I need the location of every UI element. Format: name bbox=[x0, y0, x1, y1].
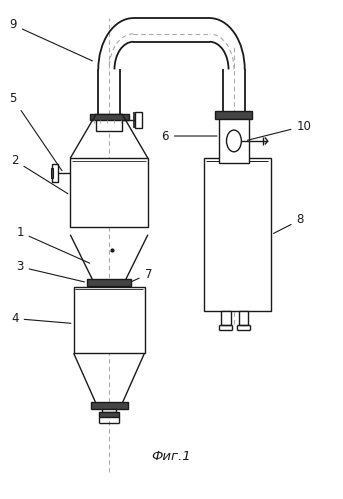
Text: 10: 10 bbox=[247, 120, 311, 140]
Bar bbox=[74, 286, 144, 353]
Bar bbox=[90, 114, 129, 120]
Bar bbox=[203, 158, 271, 311]
Bar bbox=[51, 168, 53, 178]
Circle shape bbox=[226, 130, 241, 152]
Text: 4: 4 bbox=[11, 312, 71, 325]
Text: 6: 6 bbox=[161, 130, 217, 143]
Text: 9: 9 bbox=[10, 18, 92, 61]
Bar bbox=[219, 119, 249, 163]
Text: 2: 2 bbox=[11, 154, 68, 194]
Bar bbox=[96, 114, 122, 131]
Bar bbox=[87, 279, 131, 286]
Bar bbox=[221, 311, 230, 325]
Text: 8: 8 bbox=[273, 214, 304, 234]
Bar bbox=[135, 112, 142, 128]
Text: Фиг.1: Фиг.1 bbox=[152, 450, 191, 463]
Text: 7: 7 bbox=[132, 267, 152, 281]
Bar bbox=[99, 412, 119, 417]
Bar bbox=[52, 164, 58, 182]
Bar bbox=[91, 403, 128, 409]
Text: 5: 5 bbox=[10, 92, 62, 171]
Text: 1: 1 bbox=[16, 226, 90, 263]
Bar bbox=[215, 163, 252, 171]
Text: 3: 3 bbox=[16, 260, 84, 282]
Bar bbox=[70, 158, 148, 228]
Bar bbox=[102, 409, 117, 412]
Bar bbox=[239, 311, 248, 325]
Bar bbox=[215, 111, 252, 119]
